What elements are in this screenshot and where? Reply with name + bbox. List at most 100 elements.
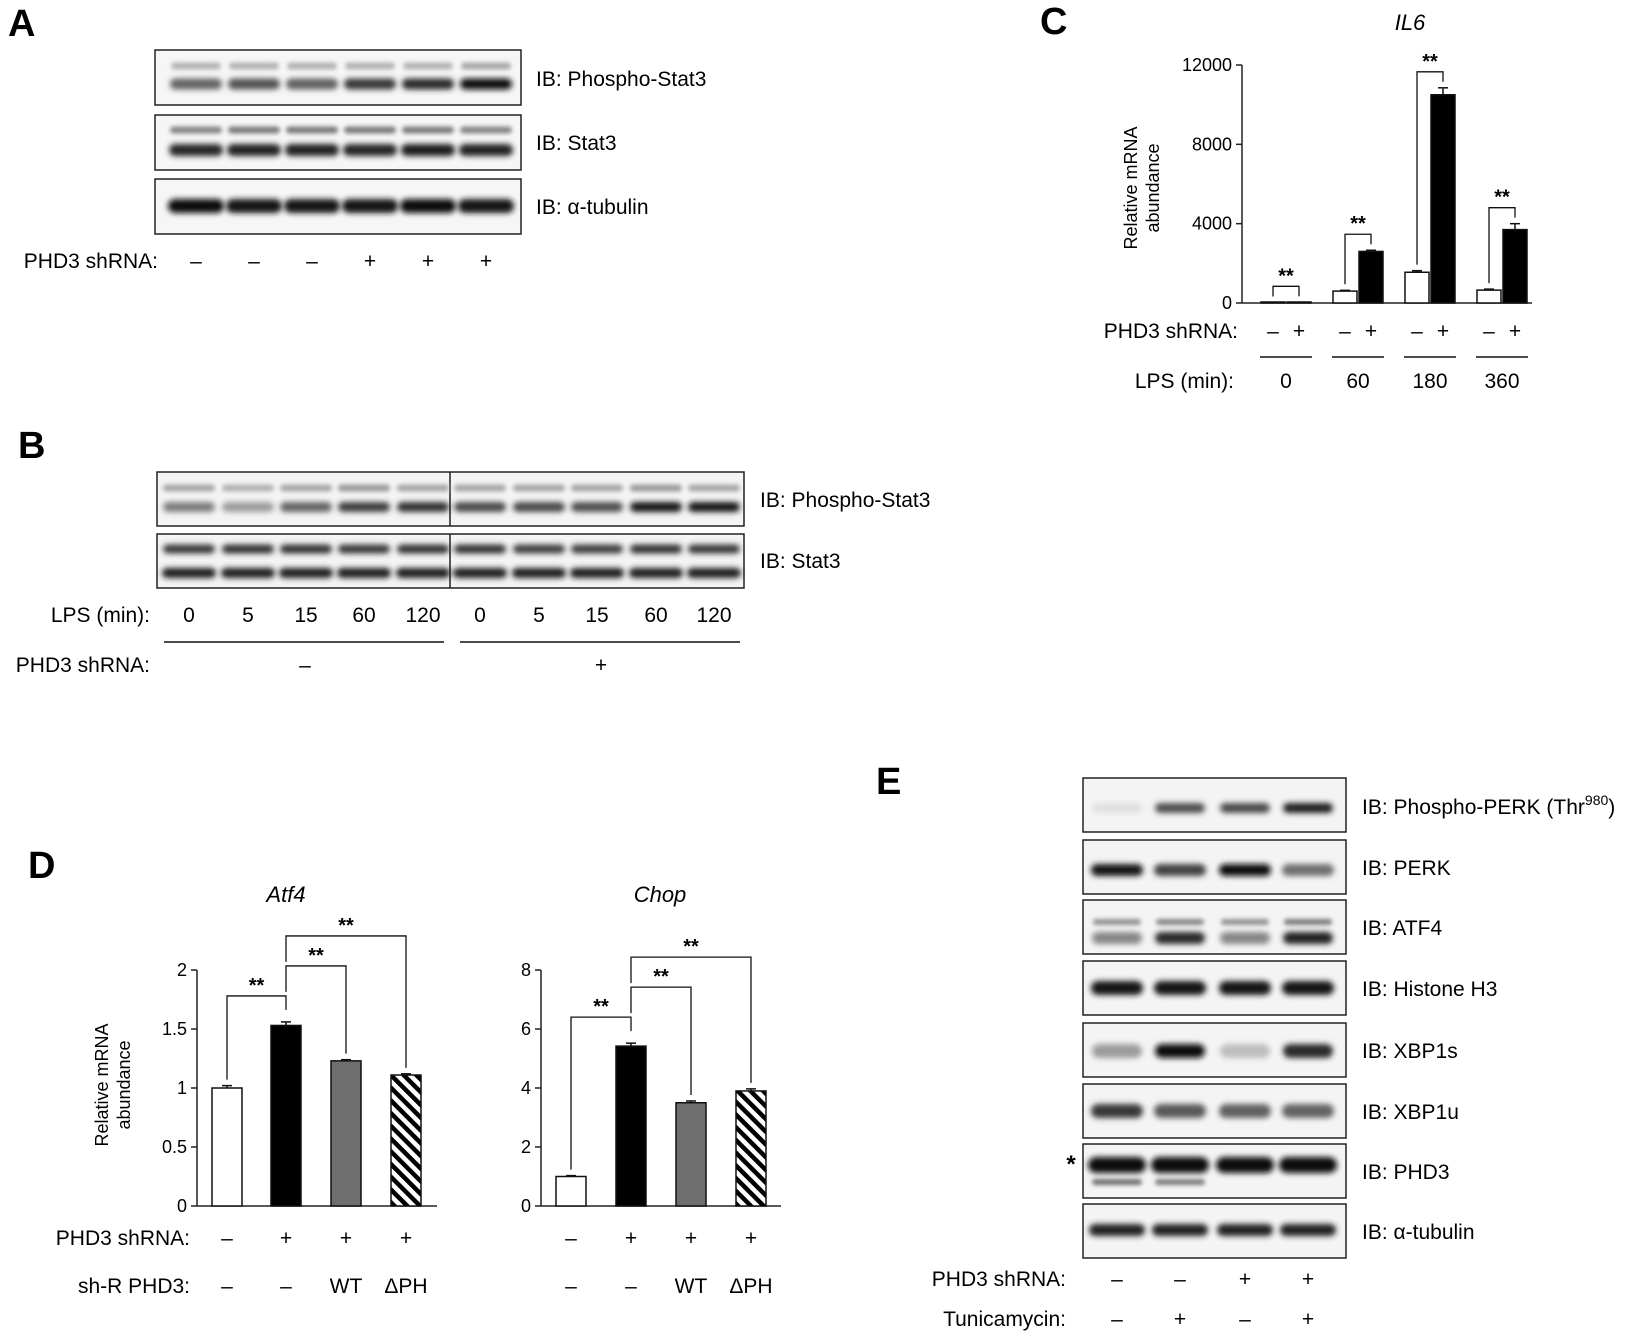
blot-e-label-2: IB: PERK [1362, 857, 1451, 880]
panel-a-row-label: PHD3 shRNA: [24, 250, 158, 273]
panel-a-lane-5: + [422, 250, 434, 273]
panel-b-lps-4: 60 [352, 604, 375, 627]
chart-d2-bar [555, 1175, 587, 1207]
chart-d-chop: 0 2 4 6 8 ** ** ** [521, 936, 781, 1216]
blot-a-label-1: IB: Phospho-Stat3 [536, 68, 706, 91]
chart-c-bar-plus [1358, 250, 1384, 304]
chart-c-significance: ** [1494, 187, 1510, 209]
panel-d1-row2-4: ΔPH [384, 1275, 427, 1298]
panel-c-lps-4: 360 [1484, 370, 1519, 393]
chart-d2-tick-label: 0 [521, 1196, 531, 1216]
chart-c-significance: ** [1278, 265, 1294, 287]
panel-d-row1-label: PHD3 shRNA: [56, 1227, 190, 1250]
panel-c-lps-2: 60 [1346, 370, 1369, 393]
chart-d1-significance: ** [338, 915, 354, 937]
panel-d1-row2-3: WT [330, 1275, 363, 1298]
chart-d1-bar [270, 1024, 302, 1207]
chart-d1-significance: ** [308, 945, 324, 967]
chart-d1-bar [390, 1074, 422, 1207]
chart-d2-tick-label: 2 [521, 1137, 531, 1157]
panel-d2-row2-3: WT [675, 1275, 708, 1298]
chart-d1-significance: ** [249, 975, 265, 997]
blot-a-stat3 [154, 114, 522, 171]
chart-d2-bar [615, 1045, 647, 1207]
panel-e-row2-2: + [1174, 1308, 1186, 1331]
panel-b-lps-8: 15 [585, 604, 608, 627]
panel-d1-row1-4: + [400, 1227, 412, 1250]
phd3-nonspecific-asterisk: * [1066, 1151, 1076, 1178]
panel-b-shrna-plus: + [595, 654, 607, 677]
chart-d2-tick-label: 4 [521, 1078, 531, 1098]
chart-d1-tick-label: 1 [177, 1078, 187, 1098]
panel-e-row1-label: PHD3 shRNA: [932, 1268, 1066, 1291]
panel-b-lps-1: 0 [183, 604, 195, 627]
panel-e-row1-3: + [1239, 1268, 1251, 1291]
blot-b-label-2: IB: Stat3 [760, 550, 841, 573]
chart-c-significance: ** [1422, 51, 1438, 73]
panel-e-row2-4: + [1302, 1308, 1314, 1331]
chart-d1-bar [330, 1060, 362, 1207]
panel-d2-row1-3: + [685, 1227, 697, 1250]
blot-e-label-5: IB: XBP1s [1362, 1040, 1458, 1063]
chart-c-tick-label: 0 [1222, 293, 1232, 313]
chart-d1-bar [211, 1087, 243, 1207]
chart-c-bar-minus [1404, 271, 1430, 304]
chart-c-bar-plus [1430, 94, 1456, 304]
chart-c-tick-label: 4000 [1192, 214, 1232, 234]
chart-d-atf4: 0 0.5 1 1.5 2 ** ** ** [162, 915, 437, 1216]
chart-d2-significance: ** [683, 936, 699, 958]
panel-d-row2-label: sh-R PHD3: [78, 1275, 190, 1298]
panel-b-lps-10: 120 [696, 604, 731, 627]
blot-e-label-6: IB: XBP1u [1362, 1101, 1459, 1124]
panel-d2-row1-2: + [625, 1227, 637, 1250]
panel-b-lps-2: 5 [242, 604, 254, 627]
panel-e-row2-1: – [1111, 1308, 1123, 1331]
panel-c-shrna-1: – [1267, 320, 1279, 343]
panel-e-letter: E [876, 761, 901, 803]
chart-d2-significance: ** [593, 996, 609, 1018]
panel-d2-row2-4: ΔPH [729, 1275, 772, 1298]
chart-c-tick-label: 8000 [1192, 134, 1232, 154]
panel-b-blots [156, 471, 745, 589]
panel-c-lps-1: 0 [1280, 370, 1292, 393]
chart-c-tick-label: 12000 [1182, 55, 1232, 75]
panel-b-lps-3: 15 [294, 604, 317, 627]
panel-d1-row2-2: – [280, 1275, 292, 1298]
blot-a-label-3: IB: α-tubulin [536, 196, 649, 219]
panel-e-row1-4: + [1302, 1268, 1314, 1291]
blot-e-label-1: IB: Phospho-PERK (Thr980) [1362, 792, 1615, 819]
chart-d1-tick-label: 2 [177, 960, 187, 980]
panel-b-lps-9: 60 [644, 604, 667, 627]
blot-a-phospho-stat3 [154, 49, 522, 106]
panel-a-lane-3: – [306, 250, 318, 273]
panel-d2-row2-1: – [565, 1275, 577, 1298]
chart-d2-title: Chop [634, 882, 687, 907]
panel-e-row2-label: Tunicamycin: [943, 1308, 1066, 1331]
panel-e-row1-2: – [1174, 1268, 1186, 1291]
panel-e-row2-3: – [1239, 1308, 1251, 1331]
chart-c-significance: ** [1350, 213, 1366, 235]
blot-b-label-1: IB: Phospho-Stat3 [760, 489, 930, 512]
panel-b-lps-7: 5 [533, 604, 545, 627]
panel-d1-row1-2: + [280, 1227, 292, 1250]
blot-e-label-4: IB: Histone H3 [1362, 978, 1497, 1001]
panel-d2-row1-1: – [565, 1227, 577, 1250]
blot-e-label-8: IB: α-tubulin [1362, 1221, 1475, 1244]
chart-d2-tick-label: 6 [521, 1019, 531, 1039]
blot-e-label-3: IB: ATF4 [1362, 917, 1442, 940]
panel-c-shrna-5: – [1411, 320, 1423, 343]
panel-e-blots [1082, 777, 1347, 1259]
chart-c-title: IL6 [1395, 10, 1426, 35]
panel-a-lane-2: – [248, 250, 260, 273]
panel-c-shrna-4: + [1365, 320, 1377, 343]
panel-d1-row1-1: – [221, 1227, 233, 1250]
panel-d1-row1-3: + [340, 1227, 352, 1250]
chart-d2-bar [735, 1090, 767, 1207]
panel-d2-row1-4: + [745, 1227, 757, 1250]
panel-c-shrna-3: – [1339, 320, 1351, 343]
panel-c-lps-3: 180 [1412, 370, 1447, 393]
panel-c-shrna-8: + [1509, 320, 1521, 343]
panel-a-blots [154, 49, 522, 235]
panel-c-letter: C [1040, 1, 1067, 43]
